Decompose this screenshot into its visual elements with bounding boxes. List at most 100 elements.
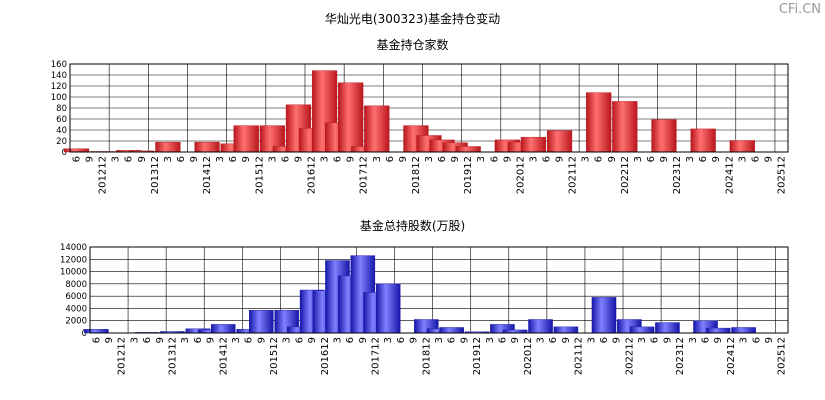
x-tick-label: 202312	[675, 337, 686, 375]
bar	[655, 322, 680, 334]
x-tick-label: 202412	[724, 156, 735, 194]
x-tick-label: 3	[320, 156, 331, 162]
x-tick-label: 6	[228, 156, 239, 162]
x-tick-label: 3	[332, 337, 343, 343]
bar	[364, 105, 390, 153]
x-tick-label: 9	[555, 156, 566, 162]
x-tick-label: 201912	[472, 337, 483, 375]
x-tick-label: 3	[476, 156, 487, 162]
y-tick-label: 20	[56, 137, 67, 147]
x-tick-label: 9	[662, 337, 673, 343]
bar	[194, 141, 220, 153]
bar	[690, 128, 716, 153]
x-tick-label: 6	[91, 337, 102, 343]
x-tick-label: 3	[215, 156, 226, 162]
x-tick-label: 6	[541, 156, 552, 162]
page-title: 华灿光电(300323)基金持仓变动	[324, 12, 501, 26]
x-tick-label: 3	[434, 337, 445, 343]
x-tick-label: 6	[345, 337, 356, 343]
x-tick-label: 3	[180, 337, 191, 343]
x-tick-label: 9	[241, 156, 252, 162]
x-tick-label: 6	[333, 156, 344, 162]
x-tick-label: 6	[72, 156, 83, 162]
x-tick-label: 9	[502, 156, 513, 162]
x-tick-label: 202012	[523, 337, 534, 375]
x-tick-label: 201712	[371, 337, 382, 375]
x-tick-label: 9	[561, 337, 572, 343]
bar	[84, 329, 109, 334]
bar	[729, 140, 755, 153]
x-tick-label: 6	[447, 337, 458, 343]
bar	[439, 327, 464, 334]
x-tick-label: 3	[485, 337, 496, 343]
x-tick-label: 201812	[411, 156, 422, 194]
y-tick-label: 160	[51, 60, 67, 70]
bar	[553, 326, 579, 334]
x-tick-label: 3	[424, 156, 435, 162]
x-tick-label: 9	[307, 337, 318, 343]
y-tick-label: 80	[56, 104, 67, 114]
x-tick-label: 9	[346, 156, 357, 162]
y-tick-label: 4000	[65, 304, 87, 314]
x-tick-label: 6	[294, 337, 305, 343]
x-tick-label: 201612	[307, 156, 318, 194]
chart-2-title: 基金总持股数(万股)	[359, 219, 466, 233]
x-tick-label: 202512	[776, 156, 787, 194]
x-tick-label: 3	[163, 156, 174, 162]
x-tick-label: 202312	[672, 156, 683, 194]
x-tick-label: 201512	[269, 337, 280, 375]
x-tick-label: 3	[739, 337, 750, 343]
bar	[612, 101, 638, 153]
bar	[705, 327, 731, 334]
x-tick-label: 9	[137, 156, 148, 162]
x-tick-label: 9	[607, 156, 618, 162]
x-tick-label: 3	[688, 337, 699, 343]
bar	[546, 130, 573, 153]
x-tick-label: 201512	[254, 156, 265, 194]
x-tick-label: 3	[685, 156, 696, 162]
x-tick-label: 9	[713, 337, 724, 343]
x-tick-label: 6	[142, 337, 153, 343]
chart-1-title: 基金持仓家数	[376, 38, 449, 52]
x-tick-label: 202212	[624, 337, 635, 375]
x-tick-label: 3	[586, 337, 597, 343]
x-tick-label: 6	[548, 337, 559, 343]
x-tick-label: 3	[282, 337, 293, 343]
x-tick-label: 201212	[117, 337, 128, 375]
bar	[629, 326, 655, 334]
bar	[586, 92, 612, 153]
x-tick-label: 201212	[98, 156, 109, 194]
x-tick-label: 9	[459, 337, 470, 343]
x-tick-label: 9	[398, 156, 409, 162]
x-tick-label: 3	[231, 337, 242, 343]
x-tick-label: 202212	[620, 156, 631, 194]
x-tick-label: 202012	[515, 156, 526, 194]
x-tick-label: 6	[646, 156, 657, 162]
x-tick-label: 6	[594, 156, 605, 162]
x-tick-label: 9	[256, 337, 267, 343]
x-tick-label: 9	[358, 337, 369, 343]
x-tick-label: 3	[637, 337, 648, 343]
x-tick-label: 201712	[359, 156, 370, 194]
bar	[520, 136, 547, 153]
x-tick-label: 9	[510, 337, 521, 343]
x-tick-label: 201812	[421, 337, 432, 375]
x-tick-label: 6	[280, 156, 291, 162]
y-tick-label: 10000	[60, 268, 87, 278]
y-tick-label: 140	[51, 71, 67, 81]
x-tick-label: 6	[497, 337, 508, 343]
x-tick-label: 3	[536, 337, 547, 343]
x-tick-label: 6	[701, 337, 712, 343]
x-tick-label: 9	[450, 156, 461, 162]
x-tick-label: 202112	[574, 337, 585, 375]
plot-frame	[89, 246, 789, 334]
x-tick-label: 6	[437, 156, 448, 162]
x-tick-label: 9	[85, 156, 96, 162]
x-tick-label: 3	[129, 337, 140, 343]
x-tick-label: 6	[244, 337, 255, 343]
x-tick-label: 6	[751, 337, 762, 343]
y-tick-label: 6000	[65, 292, 87, 302]
x-tick-label: 3	[111, 156, 122, 162]
x-tick-label: 3	[383, 337, 394, 343]
x-tick-label: 9	[711, 156, 722, 162]
